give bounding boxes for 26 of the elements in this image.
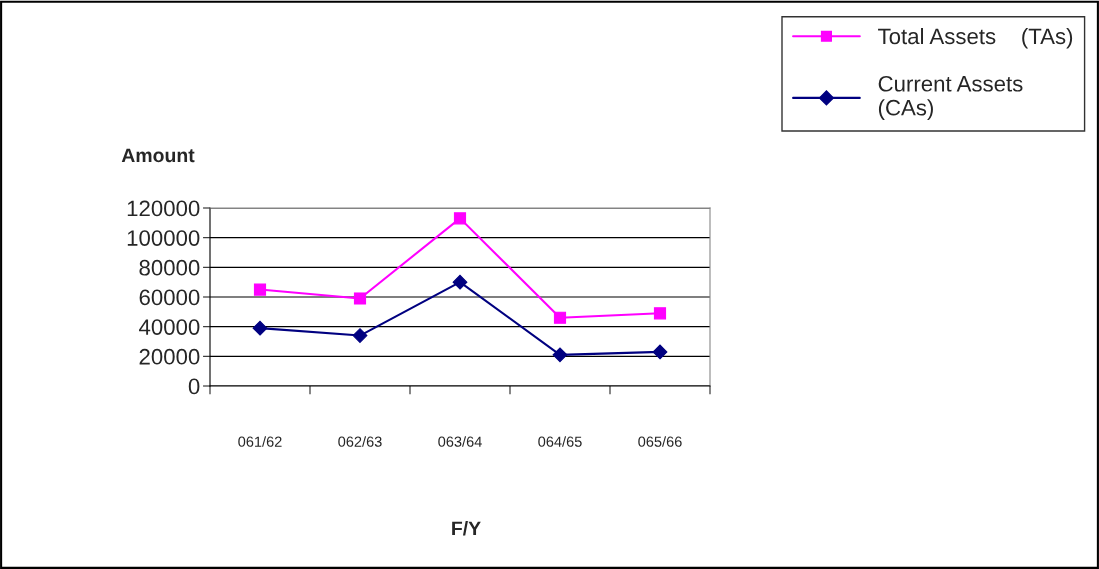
y-tick-label: 120000: [127, 200, 200, 217]
y-tick-label: 100000: [127, 230, 200, 246]
x-tick-label: 064/65: [538, 436, 582, 447]
point: [652, 344, 668, 360]
x-tick-label: 062/63: [338, 436, 382, 447]
point: [253, 283, 267, 296]
y-tick-label: 20000: [139, 348, 200, 365]
point: [353, 292, 367, 305]
legend-label: Current Assets (CAs): [878, 75, 1023, 120]
point: [553, 311, 567, 324]
point: [653, 307, 667, 320]
legend-label: Total Assets (TAs): [878, 27, 1073, 49]
point: [453, 212, 467, 225]
y-tick-label: 40000: [139, 319, 200, 335]
y-tick-label: 60000: [139, 289, 200, 306]
x-tick-label: 065/66: [638, 436, 682, 447]
x-tick-label: 061/62: [238, 436, 282, 447]
y-axis-title: Amount: [121, 148, 195, 163]
x-tick-label: 063/64: [438, 436, 482, 447]
y-tick-label: 0: [188, 378, 200, 395]
point: [552, 347, 568, 363]
point: [452, 274, 468, 290]
point: [252, 320, 268, 336]
x-axis-title: F/Y: [452, 520, 481, 536]
y-tick-label: 80000: [139, 259, 200, 276]
point: [352, 328, 368, 343]
